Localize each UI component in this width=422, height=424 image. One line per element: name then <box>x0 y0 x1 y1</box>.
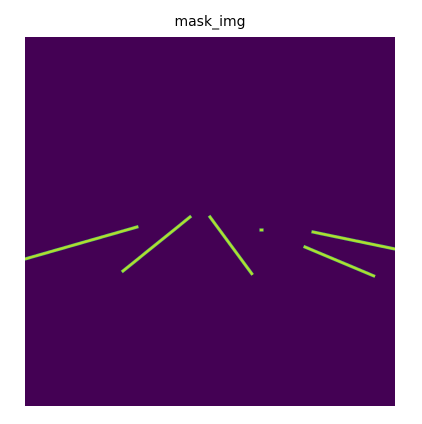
center-right-line <box>208 215 254 276</box>
plot-area <box>25 37 395 406</box>
right-lower-line <box>303 245 376 278</box>
left-inner-line <box>121 215 192 273</box>
mask-image <box>25 37 395 406</box>
chart-title: mask_img <box>174 14 246 30</box>
left-outer-line <box>25 225 139 261</box>
mask-background <box>25 37 395 406</box>
right-upper-line <box>311 230 395 251</box>
mask-segments <box>25 214 395 279</box>
